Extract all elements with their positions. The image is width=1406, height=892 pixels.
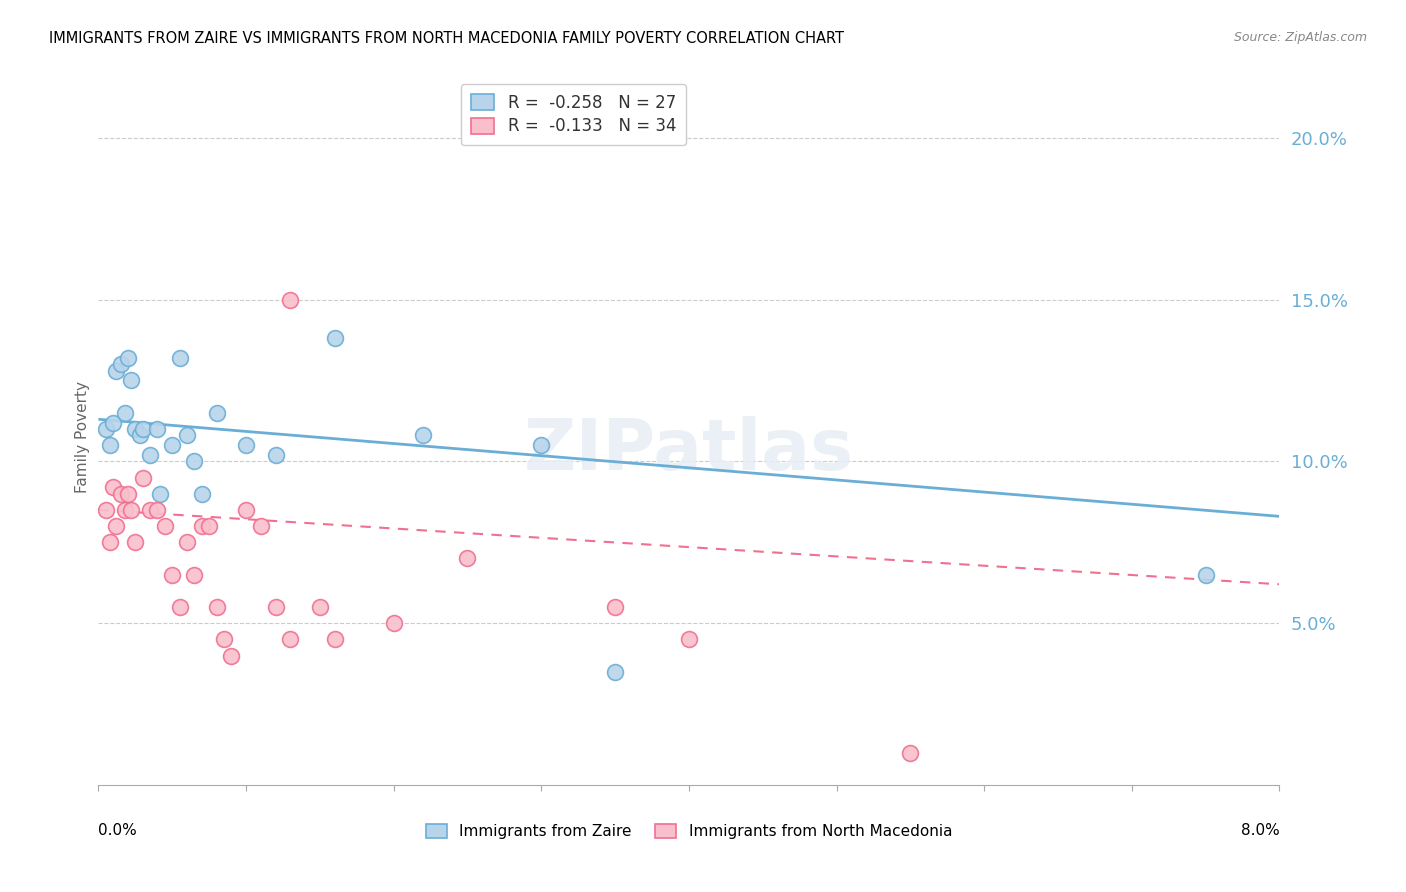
Point bbox=[103, 416, 125, 430]
Point bbox=[149, 486, 172, 500]
Point bbox=[132, 470, 155, 484]
Point bbox=[120, 374, 142, 388]
Point bbox=[146, 422, 169, 436]
Point bbox=[605, 665, 627, 679]
Point bbox=[235, 438, 257, 452]
Point bbox=[114, 406, 136, 420]
Point bbox=[105, 364, 128, 378]
Point bbox=[162, 438, 183, 452]
Point bbox=[280, 632, 302, 647]
Text: 8.0%: 8.0% bbox=[1240, 823, 1279, 838]
Point bbox=[250, 519, 273, 533]
Point bbox=[280, 293, 302, 307]
Point bbox=[105, 519, 128, 533]
Point bbox=[264, 448, 287, 462]
Text: IMMIGRANTS FROM ZAIRE VS IMMIGRANTS FROM NORTH MACEDONIA FAMILY POVERTY CORRELAT: IMMIGRANTS FROM ZAIRE VS IMMIGRANTS FROM… bbox=[49, 31, 844, 46]
Text: Source: ZipAtlas.com: Source: ZipAtlas.com bbox=[1233, 31, 1367, 45]
Point bbox=[98, 438, 121, 452]
Point bbox=[128, 428, 150, 442]
Point bbox=[678, 632, 700, 647]
Point bbox=[132, 422, 155, 436]
Point bbox=[530, 438, 553, 452]
Point bbox=[117, 351, 139, 365]
Point bbox=[169, 351, 191, 365]
Point bbox=[110, 357, 132, 371]
Point bbox=[235, 503, 257, 517]
Point bbox=[124, 535, 146, 549]
Point bbox=[169, 599, 191, 614]
Point bbox=[94, 422, 117, 436]
Point bbox=[183, 567, 205, 582]
Point bbox=[457, 551, 479, 566]
Legend: Immigrants from Zaire, Immigrants from North Macedonia: Immigrants from Zaire, Immigrants from N… bbox=[418, 816, 960, 847]
Point bbox=[183, 454, 205, 468]
Point bbox=[139, 503, 162, 517]
Y-axis label: Family Poverty: Family Poverty bbox=[75, 381, 90, 493]
Point bbox=[94, 503, 117, 517]
Point bbox=[221, 648, 243, 663]
Point bbox=[264, 599, 287, 614]
Point bbox=[198, 519, 221, 533]
Point bbox=[139, 448, 162, 462]
Point bbox=[153, 519, 176, 533]
Point bbox=[323, 632, 346, 647]
Point bbox=[98, 535, 121, 549]
Point bbox=[117, 486, 139, 500]
Point bbox=[103, 480, 125, 494]
Point bbox=[309, 599, 332, 614]
Point bbox=[120, 503, 142, 517]
Point bbox=[212, 632, 235, 647]
Point bbox=[205, 406, 228, 420]
Text: 0.0%: 0.0% bbox=[98, 823, 138, 838]
Point bbox=[110, 486, 132, 500]
Point bbox=[191, 486, 214, 500]
Point bbox=[205, 599, 228, 614]
Point bbox=[124, 422, 146, 436]
Point bbox=[382, 616, 405, 631]
Text: ZIPatlas: ZIPatlas bbox=[524, 417, 853, 485]
Point bbox=[176, 428, 198, 442]
Point bbox=[323, 331, 346, 345]
Point bbox=[191, 519, 214, 533]
Point bbox=[605, 599, 627, 614]
Point bbox=[412, 428, 434, 442]
Point bbox=[162, 567, 183, 582]
Point bbox=[176, 535, 198, 549]
Point bbox=[900, 746, 922, 760]
Point bbox=[1195, 567, 1218, 582]
Point bbox=[146, 503, 169, 517]
Point bbox=[114, 503, 136, 517]
